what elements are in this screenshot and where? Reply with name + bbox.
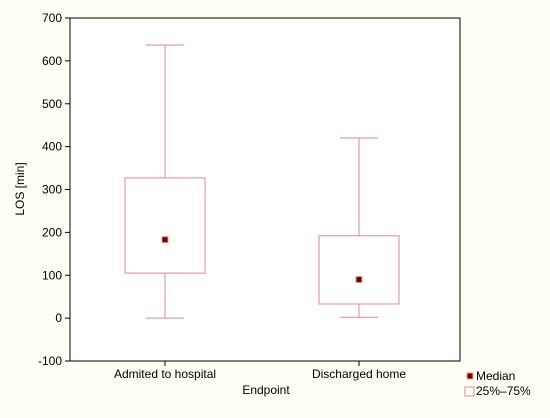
x-tick-label: Admited to hospital [114,367,216,381]
y-tick-label: 100 [42,268,62,282]
x-axis: Admited to hospital Discharged home [114,361,406,381]
legend: Median 25%–75% [464,369,531,398]
iqr-box [318,235,400,305]
iqr-box [124,177,206,274]
box-group [318,137,400,318]
boxes [124,44,400,319]
y-tick-label: 600 [42,54,62,68]
y-tick-label: 200 [42,225,62,239]
y-tick-label: 700 [42,11,62,25]
y-tick-label: 500 [42,97,62,111]
median-marker [355,276,363,284]
y-tick-label: -100 [38,354,62,368]
legend-box-marker [464,386,475,397]
x-axis-title: Endpoint [242,383,290,397]
y-tick-label: 300 [42,183,62,197]
y-tick-label: 0 [55,311,62,325]
x-tick-label: Discharged home [312,367,406,381]
y-axis-title: LOS [min] [13,162,27,215]
legend-median-label: Median [476,369,515,383]
median-marker [161,236,169,244]
legend-median-marker [466,372,474,380]
y-axis: -100 0 100 200 300 400 500 600 700 [38,11,70,368]
legend-box-label: 25%–75% [476,384,531,398]
y-tick-label: 400 [42,140,62,154]
box-group [124,44,206,319]
